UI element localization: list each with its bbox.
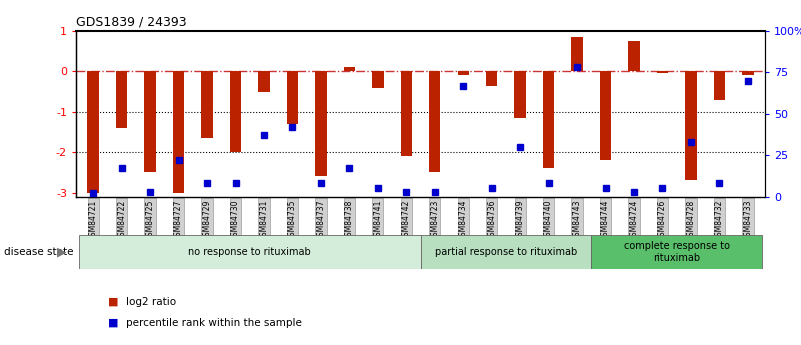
Bar bbox=[514, 71, 525, 118]
Bar bbox=[543, 71, 554, 168]
Bar bbox=[400, 71, 412, 156]
Bar bbox=[173, 71, 184, 193]
Bar bbox=[571, 37, 583, 71]
Text: complete response to
rituximab: complete response to rituximab bbox=[624, 241, 730, 263]
Bar bbox=[600, 71, 611, 160]
Bar bbox=[714, 71, 725, 100]
Bar bbox=[201, 71, 213, 138]
Bar bbox=[486, 71, 497, 86]
Bar bbox=[116, 71, 127, 128]
Text: no response to rituximab: no response to rituximab bbox=[188, 247, 311, 257]
Bar bbox=[316, 71, 327, 176]
Bar bbox=[258, 71, 270, 92]
Bar bbox=[628, 41, 640, 71]
Text: partial response to rituximab: partial response to rituximab bbox=[435, 247, 577, 257]
Text: disease state: disease state bbox=[4, 247, 74, 257]
FancyBboxPatch shape bbox=[421, 235, 591, 269]
Text: percentile rank within the sample: percentile rank within the sample bbox=[126, 318, 302, 327]
Bar bbox=[230, 71, 241, 152]
Bar bbox=[344, 67, 355, 71]
Bar bbox=[657, 71, 668, 73]
Text: ▶: ▶ bbox=[57, 245, 66, 258]
Bar bbox=[87, 71, 99, 193]
Text: ■: ■ bbox=[108, 318, 119, 327]
FancyBboxPatch shape bbox=[79, 235, 421, 269]
Bar bbox=[457, 71, 469, 76]
Bar bbox=[743, 71, 754, 76]
Bar bbox=[685, 71, 697, 180]
Text: GDS1839 / 24393: GDS1839 / 24393 bbox=[76, 16, 187, 29]
Bar bbox=[144, 71, 156, 172]
Bar bbox=[287, 71, 298, 124]
Text: log2 ratio: log2 ratio bbox=[126, 297, 176, 307]
Text: ■: ■ bbox=[108, 297, 119, 307]
Bar bbox=[429, 71, 441, 172]
Bar bbox=[372, 71, 384, 88]
FancyBboxPatch shape bbox=[591, 235, 762, 269]
